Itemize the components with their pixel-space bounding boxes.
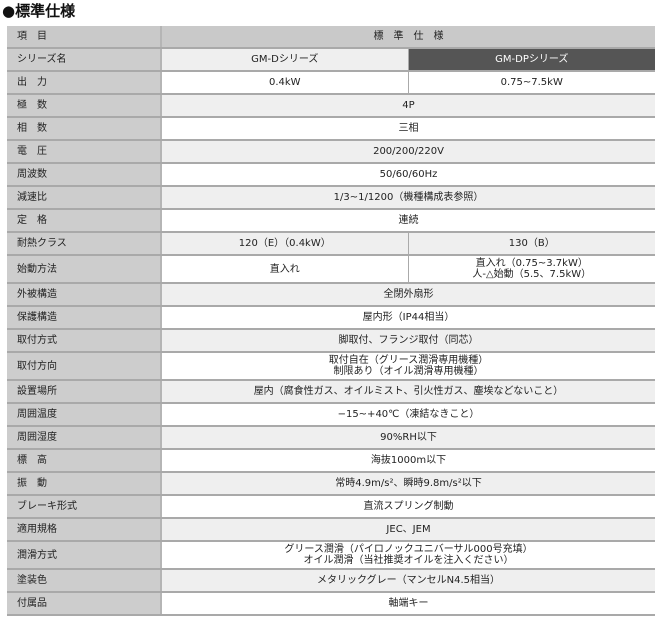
spec-row: 定 格連続 xyxy=(7,209,655,233)
row-value: 200/200/220V xyxy=(161,140,655,164)
row-label: 定 格 xyxy=(7,209,162,233)
spec-row: 周波数 50/60/60Hz xyxy=(7,163,655,187)
series-d: GM-Dシリーズ xyxy=(161,48,409,72)
spec-row: 電 圧 200/200/220V xyxy=(7,140,655,164)
row-label: ブレーキ形式 xyxy=(7,495,162,519)
header-row: 項 目標 準 仕 様 xyxy=(7,26,655,49)
row-value: 三相 xyxy=(161,117,655,141)
heat-row: 耐熱クラス 120（E）（0.4kW） 130（B） xyxy=(7,232,655,256)
direction-row: 取付方向 取付自在（グリース潤滑専用機種） 制限あり（オイル潤滑専用機種） xyxy=(7,352,655,381)
spec-row: 極 数 4P xyxy=(7,94,655,118)
row-label: 周波数 xyxy=(7,163,162,187)
spec-row: 周囲湿度 90%RH以下 xyxy=(7,426,655,450)
row-label: 塗装色 xyxy=(7,569,162,593)
spec-row: 保護構造 屋内形（IP44相当） xyxy=(7,306,655,330)
spec-row: 設置場所 屋内（腐食性ガス、オイルミスト、引火性ガス、塵埃などないこと） xyxy=(7,380,655,404)
row-value: −15~+40℃（凍結なきこと） xyxy=(161,403,655,427)
row-label: 周囲温度 xyxy=(7,403,162,427)
row-value: 常時4.9m/s²、瞬時9.8m/s²以下 xyxy=(161,472,655,496)
row-value: 連続 xyxy=(161,209,655,233)
value-line: 直入れ（0.75~3.7kW） xyxy=(475,258,588,269)
spec-row: 周囲温度 −15~+40℃（凍結なきこと） xyxy=(7,403,655,427)
spec-table: 項 目標 準 仕 様 シリーズ名 GM-Dシリーズ GM-DPシリーズ 出 力 0.4… xyxy=(7,26,655,616)
spec-row: 相 数三相 xyxy=(7,117,655,141)
row-label: 設置場所 xyxy=(7,380,162,404)
row-label: 適用規格 xyxy=(7,518,162,542)
row-label: 減速比 xyxy=(7,186,162,210)
row-value: 屋内形（IP44相当） xyxy=(161,306,655,330)
row-value: グリース潤滑（パイロノックユニバーサル000号充填） オイル潤滑（当社推奨オイルを… xyxy=(161,541,655,570)
row-value: 50/60/60Hz xyxy=(161,163,655,187)
page-title: ●標準仕様 xyxy=(2,2,76,20)
spec-row: 振 動常時4.9m/s²、瞬時9.8m/s²以下 xyxy=(7,472,655,496)
value-line: 人-△始動（5.5、7.5kW） xyxy=(472,269,592,280)
spec-row: 減速比 1/3~1/1200（機種構成表参照） xyxy=(7,186,655,210)
row-value: JEC、JEM xyxy=(161,518,655,542)
row-label: 標 高 xyxy=(7,449,162,473)
row-value: 軸端キー xyxy=(161,592,655,616)
start-dp: 直入れ（0.75~3.7kW） 人-△始動（5.5、7.5kW） xyxy=(408,255,655,284)
lube-row: 潤滑方式 グリース潤滑（パイロノックユニバーサル000号充填） オイル潤滑（当社推奨… xyxy=(7,541,655,570)
value-line: 取付自在（グリース潤滑専用機種） xyxy=(328,355,489,366)
value-line: グリース潤滑（パイロノックユニバーサル000号充填） xyxy=(284,544,533,555)
output-dp: 0.75~7.5kW xyxy=(408,71,655,95)
row-label: 周囲湿度 xyxy=(7,426,162,450)
row-value: 4P xyxy=(161,94,655,118)
spec-row: 標 高海抜1000m以下 xyxy=(7,449,655,473)
row-value: 直流スプリング制動 xyxy=(161,495,655,519)
spec-row: ブレーキ形式 直流スプリング制動 xyxy=(7,495,655,519)
row-label: 耐熱クラス xyxy=(7,232,162,256)
row-label: 取付方式 xyxy=(7,329,162,353)
row-label: 潤滑方式 xyxy=(7,541,162,570)
row-value: 屋内（腐食性ガス、オイルミスト、引火性ガス、塵埃などないこと） xyxy=(161,380,655,404)
series-row: シリーズ名 GM-Dシリーズ GM-DPシリーズ xyxy=(7,48,655,72)
row-value: 1/3~1/1200（機種構成表参照） xyxy=(161,186,655,210)
row-label: シリーズ名 xyxy=(7,48,162,72)
value-line: 制限あり（オイル潤滑専用機種） xyxy=(333,366,484,377)
spec-row: 外被構造 全閉外扇形 xyxy=(7,283,655,307)
row-label: 出 力 xyxy=(7,71,162,95)
header-spec: 標 準 仕 様 xyxy=(161,26,655,49)
start-d: 直入れ xyxy=(161,255,409,284)
row-label: 外被構造 xyxy=(7,283,162,307)
series-dp: GM-DPシリーズ xyxy=(408,48,655,72)
spec-row: 付属品 軸端キー xyxy=(7,592,655,616)
row-value: 海抜1000m以下 xyxy=(161,449,655,473)
row-label: 振 動 xyxy=(7,472,162,496)
row-value: メタリックグレー（マンセルN4.5相当） xyxy=(161,569,655,593)
row-label: 始動方法 xyxy=(7,255,162,284)
spec-row: 塗装色 メタリックグレー（マンセルN4.5相当） xyxy=(7,569,655,593)
row-value: 90%RH以下 xyxy=(161,426,655,450)
row-value: 脚取付、フランジ取付（同芯） xyxy=(161,329,655,353)
output-d: 0.4kW xyxy=(161,71,409,95)
spec-row: 適用規格 JEC、JEM xyxy=(7,518,655,542)
heat-d: 120（E）（0.4kW） xyxy=(161,232,409,256)
row-label: 付属品 xyxy=(7,592,162,616)
header-item: 項 目 xyxy=(7,26,162,49)
output-row: 出 力 0.4kW 0.75~7.5kW xyxy=(7,71,655,95)
row-label: 取付方向 xyxy=(7,352,162,381)
row-label: 保護構造 xyxy=(7,306,162,330)
row-value: 取付自在（グリース潤滑専用機種） 制限あり（オイル潤滑専用機種） xyxy=(161,352,655,381)
row-value: 全閉外扇形 xyxy=(161,283,655,307)
heat-dp: 130（B） xyxy=(408,232,655,256)
start-row: 始動方法 直入れ 直入れ（0.75~3.7kW） 人-△始動（5.5、7.5kW） xyxy=(7,255,655,284)
row-label: 極 数 xyxy=(7,94,162,118)
value-line: オイル潤滑（当社推奨オイルを注入ください） xyxy=(303,555,514,566)
spec-row: 取付方式 脚取付、フランジ取付（同芯） xyxy=(7,329,655,353)
row-label: 電 圧 xyxy=(7,140,162,164)
row-label: 相 数 xyxy=(7,117,162,141)
